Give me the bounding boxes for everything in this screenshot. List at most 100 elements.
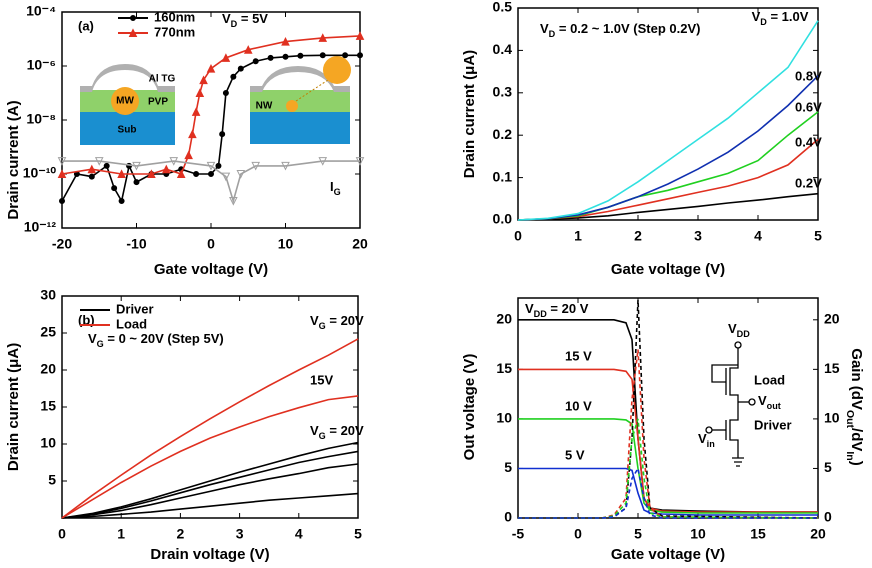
node	[748, 398, 756, 406]
marker	[297, 52, 304, 59]
marker	[208, 171, 214, 177]
y-tick-label: 0.4	[493, 41, 513, 57]
x-tick-label: 10	[278, 236, 294, 252]
y2-tick-label: 10	[824, 410, 840, 426]
text-part: = 5V	[237, 11, 268, 26]
text-part: /dV	[848, 428, 865, 451]
x-tick-label: 10	[690, 526, 706, 542]
marker	[219, 131, 226, 138]
marker	[57, 157, 67, 166]
text-part: = 0 ~ 20V (Step 5V)	[104, 331, 224, 346]
text-part: G	[319, 431, 326, 441]
y2-axis-label: Gain (dVOut/dVIn)	[844, 348, 865, 465]
y-tick-label: 30	[40, 287, 56, 303]
y2-tick-label: 0	[824, 509, 832, 525]
gates	[711, 364, 738, 440]
series-line	[517, 111, 819, 221]
text-part: V	[222, 11, 231, 26]
x-tick-label: 4	[754, 228, 762, 244]
inset-label: Sub	[118, 125, 137, 136]
text-part: I	[330, 179, 334, 194]
marker	[229, 197, 238, 206]
y-axis-label: Drain current (μA)	[5, 343, 22, 471]
marker	[319, 52, 326, 59]
node	[734, 341, 742, 349]
text-part: Gain (dV	[848, 348, 865, 410]
x-tick-label: 0	[514, 228, 522, 244]
wires	[729, 348, 744, 467]
marker	[57, 169, 67, 178]
y2-tick-label: 5	[824, 459, 832, 475]
text-part: V	[310, 423, 319, 438]
x-tick-label: 3	[236, 526, 244, 542]
marker	[236, 170, 246, 179]
x-tick-label: 0	[207, 236, 215, 252]
y2-tick-label: 15	[824, 360, 840, 376]
annotation: 15V	[310, 372, 333, 387]
x-tick-label: -20	[52, 236, 72, 252]
y2-tick-label: 20	[824, 311, 840, 327]
x-tick-label: 0	[58, 526, 66, 542]
x-tick-label: 20	[352, 236, 368, 252]
x-tick-label: 4	[295, 526, 303, 542]
series-line	[517, 20, 819, 221]
marker	[59, 198, 65, 204]
marker	[118, 198, 125, 204]
marker	[117, 169, 126, 178]
marker	[342, 52, 349, 59]
text-part: V	[525, 301, 534, 316]
text-part: V	[88, 331, 97, 346]
circuit-label: Vin	[698, 431, 715, 449]
y-tick-label: 10⁻¹⁰	[23, 165, 57, 181]
marker	[243, 45, 253, 54]
text-part: V	[752, 9, 761, 24]
inset-device-right	[250, 56, 351, 144]
inset-device-left	[80, 64, 175, 145]
x-tick-label: 2	[634, 228, 642, 244]
x-tick-label: 0	[574, 526, 582, 542]
text-part: V	[310, 313, 319, 328]
text-part: = 20 V	[547, 301, 589, 316]
circuit-label: Load	[754, 372, 785, 387]
x-tick-label: -10	[126, 236, 146, 252]
series-line	[518, 319, 818, 513]
marker	[193, 171, 200, 177]
text-part: V	[728, 321, 737, 336]
series-line	[61, 395, 359, 519]
inset-label: Al TG	[149, 74, 176, 85]
y-axis-label: Drain current (A)	[5, 100, 22, 219]
series-line	[518, 466, 818, 519]
series-line	[518, 368, 818, 513]
x-tick-label: 5	[814, 228, 822, 244]
series-label: 0.2V	[795, 175, 822, 190]
series-line	[62, 160, 360, 204]
marker	[130, 15, 136, 21]
marker	[188, 129, 197, 139]
text-part: out	[767, 401, 781, 411]
text-part: = 1.0V	[767, 9, 809, 24]
text-part: DD	[534, 309, 548, 319]
marker	[147, 169, 156, 178]
annotation: (a)	[78, 18, 94, 33]
x-tick-label: 3	[694, 228, 702, 244]
marker	[221, 53, 231, 62]
series-line	[518, 467, 818, 516]
annotation: VG = 0 ~ 20V (Step 5V)	[88, 331, 224, 349]
y-tick-label: 10	[496, 410, 512, 426]
circuit	[705, 341, 756, 467]
y-tick-label: 20	[496, 311, 512, 327]
y-tick-label: 0.1	[493, 168, 513, 184]
circuit-label: Vout	[758, 393, 781, 411]
annotation: (b)	[78, 312, 95, 327]
series-label: 0.6V	[795, 99, 822, 114]
pvp-layer	[250, 90, 350, 112]
plot-frame	[517, 7, 819, 221]
circuit-label: VDD	[728, 321, 750, 339]
series-label: 5 V	[565, 447, 585, 462]
substrate	[80, 112, 175, 145]
x-tick-label: 15	[750, 526, 766, 542]
gate-metal	[80, 64, 175, 92]
marker	[355, 157, 365, 166]
substrate	[250, 112, 350, 144]
inset-label: PVP	[148, 97, 168, 108]
